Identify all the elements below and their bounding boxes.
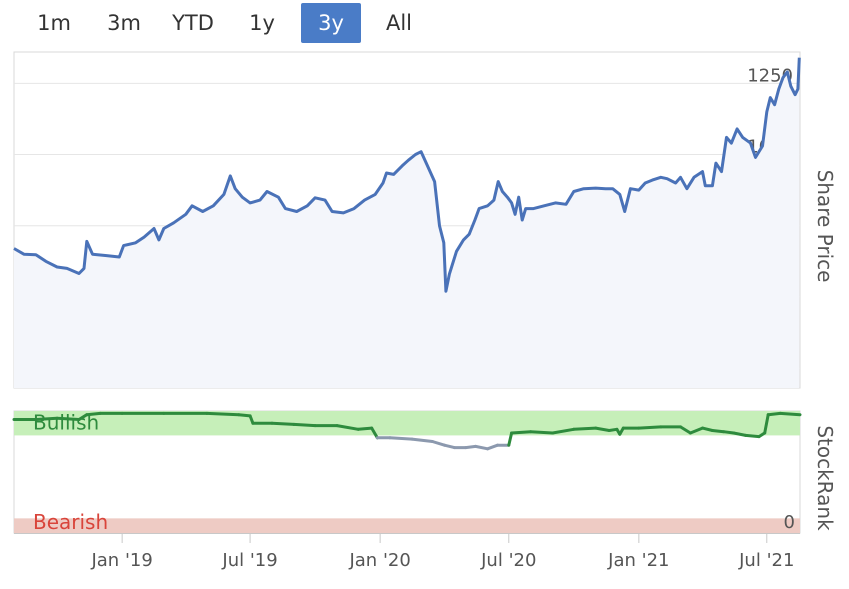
stockrank-segment <box>510 430 533 435</box>
x-tick-label: Jan '19 <box>90 550 152 571</box>
x-tick-label: Jul '19 <box>221 550 277 571</box>
stockrank-segment <box>572 426 598 431</box>
stockrank-segment <box>34 416 59 421</box>
stockrank-segment <box>292 422 317 428</box>
stockrank-segment <box>688 426 704 435</box>
stockrank-segment <box>710 429 726 434</box>
stockrank-segment <box>85 411 102 417</box>
range-button-3m[interactable]: 3m <box>107 11 141 35</box>
stockrank-segment <box>732 431 748 437</box>
stockrank-segment <box>410 437 434 443</box>
stockrank-segment <box>744 433 761 439</box>
bearish-label: Bearish <box>33 510 108 534</box>
x-axis: Jan '19 Jul '19 Jan '20 Jul '20 Jan '21 Jul '… <box>14 533 800 571</box>
stockrank-tick-label: 0 <box>784 512 795 533</box>
stockrank-segment <box>474 444 490 451</box>
price-axis-title: Share Price <box>813 170 837 283</box>
stockrank-segment <box>763 413 770 435</box>
stockrank-segment <box>722 430 736 435</box>
stockrank-segment <box>594 426 611 432</box>
price-line <box>13 57 801 293</box>
price-pane: 25050075010001250Share Price <box>13 51 837 389</box>
x-tick-label: Jan '21 <box>607 550 669 571</box>
stockrank-segment <box>679 425 692 435</box>
stockrank-segment <box>766 411 782 417</box>
stockrank-axis-title: StockRank <box>813 425 837 531</box>
stockrank-segment <box>507 431 514 447</box>
range-button-all[interactable]: All <box>385 11 413 35</box>
range-button-1m[interactable]: 1m <box>37 11 71 35</box>
range-button-1y[interactable]: 1y <box>249 11 275 35</box>
stockrank-segment <box>464 444 478 450</box>
stockrank-segment <box>77 413 89 421</box>
bearish-band <box>14 518 800 533</box>
price-area <box>14 57 800 388</box>
stockrank-segment <box>637 425 663 430</box>
stockrank-segment <box>443 443 456 450</box>
stockrank-segment <box>430 440 446 447</box>
stockrank-segment <box>335 424 360 431</box>
range-button-3y[interactable]: 3y <box>301 3 361 43</box>
stockrank-segment <box>486 443 499 451</box>
stockrank-segment <box>356 426 374 431</box>
stockrank-segment <box>55 416 81 421</box>
x-tick-label: Jan '20 <box>348 550 410 571</box>
stockrank-segment <box>701 426 714 432</box>
bullish-band <box>14 411 800 436</box>
x-tick-label: Jul '20 <box>480 550 536 571</box>
x-tick-label: Jul '21 <box>738 550 794 571</box>
stockrank-segment <box>370 426 379 440</box>
range-selector: 1m 3m YTD 1y 3y All <box>0 0 849 44</box>
stockrank-segment <box>237 413 252 418</box>
stockrank-segment <box>529 430 555 435</box>
range-button-ytd[interactable]: YTD <box>172 11 214 35</box>
stockrank-segment <box>270 421 296 426</box>
stockrank-segment <box>205 411 241 417</box>
stockrank-segment <box>551 427 576 435</box>
stockrank-segment <box>778 411 802 417</box>
stockrank-segment <box>388 436 414 441</box>
